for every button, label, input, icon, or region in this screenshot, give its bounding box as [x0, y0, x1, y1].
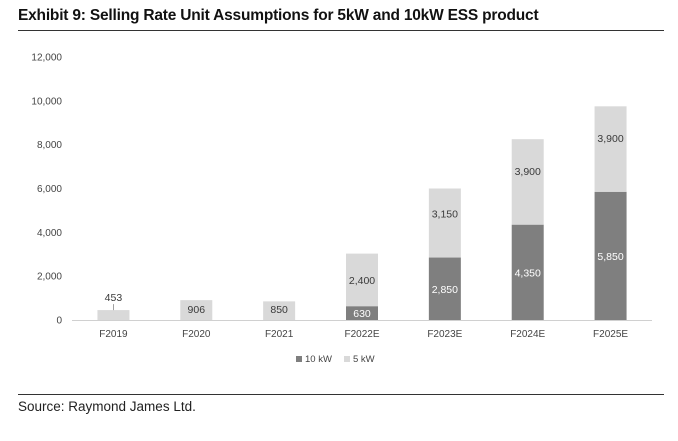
bars	[97, 106, 627, 320]
data-label: 4,350	[515, 267, 541, 279]
y-tick-label: 2,000	[37, 272, 62, 283]
x-tick-label: F2023E	[427, 329, 462, 340]
data-label: 3,150	[432, 208, 458, 220]
bar-10kw	[511, 224, 544, 320]
bar-5kw	[428, 188, 461, 258]
data-label: 2,400	[349, 275, 375, 287]
data-label: 5,850	[597, 251, 623, 263]
bar-5kw	[180, 300, 213, 320]
data-label: 906	[188, 304, 206, 316]
legend-label-10kw: 10 kW	[305, 354, 332, 365]
bar-5kw	[263, 301, 296, 320]
bar-5kw	[511, 139, 544, 225]
y-tick-label: 4,000	[37, 228, 62, 239]
y-axis: 0 2,000 4,000 6,000 8,000 10,000 12,000	[31, 53, 62, 327]
x-tick-label: F2024E	[510, 329, 545, 340]
x-tick-label: F2021	[265, 329, 294, 340]
data-label: 453	[105, 292, 123, 304]
exhibit-title: Exhibit 9: Selling Rate Unit Assumptions…	[18, 7, 539, 24]
title-rule	[18, 30, 664, 31]
legend-label-5kw: 5 kW	[353, 354, 375, 365]
data-label: 850	[270, 304, 288, 316]
data-labels: 453 906 850 630 2,400 2,850 3,150 4,350 3,900 5,8…	[105, 133, 624, 320]
bar-5kw	[97, 310, 130, 320]
source-note: Source: Raymond James Ltd.	[18, 399, 196, 414]
bar-10kw	[428, 257, 461, 320]
bar-5kw	[594, 106, 627, 192]
y-tick-label: 0	[56, 316, 62, 327]
legend-swatch-5kw	[344, 356, 350, 362]
y-tick-label: 10,000	[31, 96, 62, 107]
x-tick-label: F2022E	[344, 329, 379, 340]
legend-swatch-10kw	[296, 356, 302, 362]
legend: 10 kW 5 kW	[296, 354, 375, 365]
data-label: 3,900	[597, 133, 623, 145]
data-label: 2,850	[432, 284, 458, 296]
x-axis: F2019 F2020 F2021 F2022E F2023E F2024E F2025E	[72, 320, 652, 340]
data-label: 3,900	[515, 166, 541, 178]
y-tick-label: 8,000	[37, 140, 62, 151]
bar-10kw	[594, 191, 627, 320]
data-label: 630	[353, 308, 371, 320]
source-rule	[18, 394, 664, 395]
bar-5kw	[346, 253, 378, 307]
y-tick-label: 6,000	[37, 184, 62, 195]
x-tick-label: F2019	[99, 329, 128, 340]
x-tick-label: F2020	[182, 329, 211, 340]
x-tick-label: F2025E	[593, 329, 628, 340]
bar-10kw	[346, 306, 378, 320]
y-tick-label: 12,000	[31, 53, 62, 64]
